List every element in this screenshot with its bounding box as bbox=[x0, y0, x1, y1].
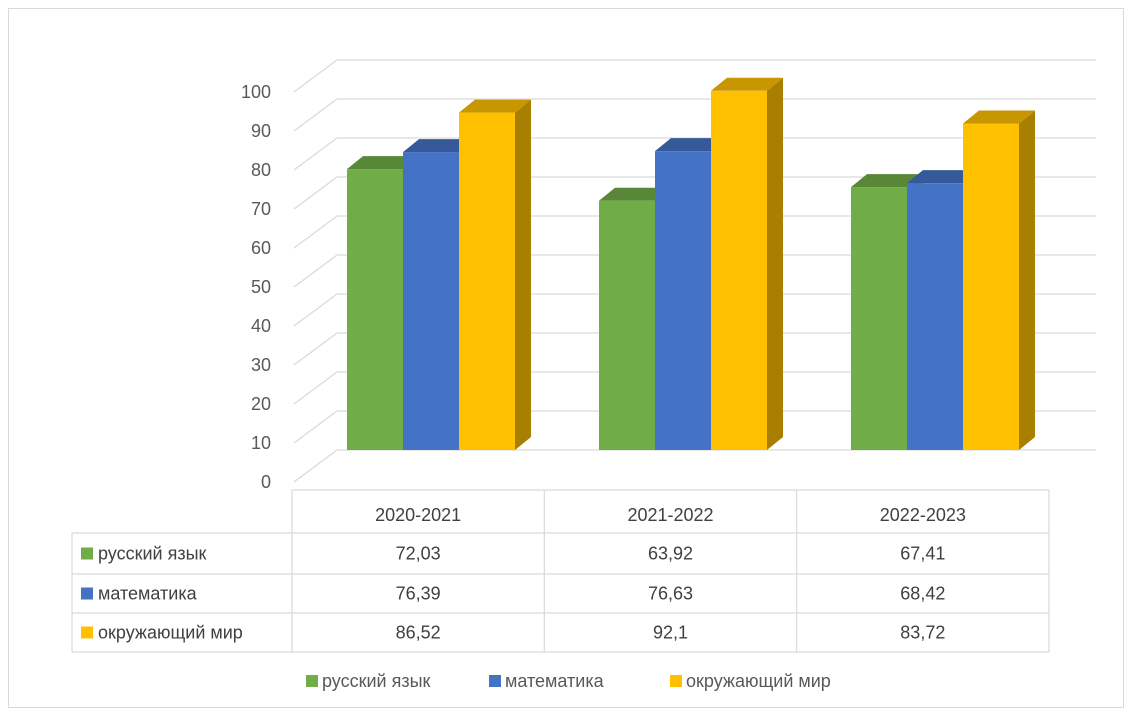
table-row-label: русский язык bbox=[98, 544, 207, 564]
y-tick-label: 30 bbox=[251, 355, 271, 375]
table-value-cell: 63,92 bbox=[648, 544, 693, 564]
bar-front bbox=[851, 187, 907, 450]
legend-item: окружающий мир bbox=[670, 671, 831, 691]
y-tick-label: 50 bbox=[251, 277, 271, 297]
table-header-cell: 2022-2023 bbox=[880, 505, 966, 525]
gridline bbox=[293, 254, 1096, 288]
y-tick-label: 70 bbox=[251, 199, 271, 219]
y-tick-label: 20 bbox=[251, 394, 271, 414]
table-value-cell: 72,03 bbox=[396, 544, 441, 564]
legend-label: математика bbox=[505, 671, 605, 691]
bar-top bbox=[403, 139, 475, 153]
gridline bbox=[293, 410, 1096, 444]
bar-top bbox=[459, 99, 531, 113]
table-header-cell: 2020-2021 bbox=[375, 505, 461, 525]
table-legend-key bbox=[81, 587, 93, 600]
bar-front bbox=[403, 152, 459, 451]
bar-top bbox=[347, 156, 419, 170]
bar-top bbox=[907, 170, 979, 184]
gridline bbox=[293, 332, 1096, 366]
y-tick-label: 60 bbox=[251, 238, 271, 258]
bar-top bbox=[963, 110, 1035, 124]
y-tick-label: 80 bbox=[251, 160, 271, 180]
legend-swatch bbox=[489, 675, 501, 687]
legend-swatch bbox=[306, 675, 318, 687]
table-value-cell: 76,63 bbox=[648, 584, 693, 604]
y-tick-label: 0 bbox=[261, 472, 271, 492]
bar-front bbox=[711, 90, 767, 450]
table-value-cell: 76,39 bbox=[396, 584, 441, 604]
legend-item: математика bbox=[489, 671, 605, 691]
legend-label: окружающий мир bbox=[686, 671, 831, 691]
bar-side bbox=[767, 77, 783, 450]
bar-front bbox=[599, 200, 655, 450]
gridline bbox=[293, 59, 1096, 93]
bar-front bbox=[459, 112, 515, 451]
chart-frame: 0 10 20 30 40 50 60 70 80 90 100 2020-2021 2021-202… bbox=[8, 8, 1124, 708]
table-value-cell: 67,41 bbox=[900, 544, 945, 564]
bar-front bbox=[963, 123, 1019, 450]
data-table: 2020-2021 2021-2022 2022-2023 русский язык 7… bbox=[71, 489, 1050, 653]
gridline bbox=[293, 293, 1096, 327]
bar bbox=[711, 77, 783, 450]
table-legend-key bbox=[81, 626, 93, 639]
gridline bbox=[293, 371, 1096, 405]
gridline bbox=[293, 449, 1096, 483]
gridline bbox=[293, 98, 1096, 132]
y-axis-labels: 0 10 20 30 40 50 60 70 80 90 100 bbox=[241, 82, 271, 492]
gridline bbox=[293, 176, 1096, 210]
bars bbox=[347, 77, 1035, 451]
floor-edge bbox=[293, 449, 1096, 483]
bar-top bbox=[599, 187, 671, 201]
chart: 0 10 20 30 40 50 60 70 80 90 100 2020-2021 2021-202… bbox=[71, 59, 1096, 691]
legend-label: русский язык bbox=[322, 671, 431, 691]
table-value-cell: 86,52 bbox=[396, 623, 441, 643]
bar-side bbox=[515, 99, 531, 451]
gridlines bbox=[293, 59, 1096, 483]
chart-walls bbox=[293, 449, 1096, 483]
bar bbox=[963, 110, 1035, 450]
bar-front bbox=[655, 151, 711, 450]
table-header-cell: 2021-2022 bbox=[627, 505, 713, 525]
bar-top bbox=[711, 77, 783, 91]
y-tick-label: 90 bbox=[251, 121, 271, 141]
legend: русский язык математика окружающий мир bbox=[306, 671, 831, 691]
table-value-cell: 92,1 bbox=[653, 623, 688, 643]
y-tick-label: 10 bbox=[251, 433, 271, 453]
table-row-label: окружающий мир bbox=[98, 623, 243, 643]
bar-top bbox=[655, 138, 727, 152]
bar bbox=[459, 99, 531, 451]
bar-front bbox=[907, 183, 963, 451]
table-row-label: математика bbox=[98, 584, 198, 604]
bar-front bbox=[347, 169, 403, 450]
table-value-cell: 68,42 bbox=[900, 584, 945, 604]
legend-item: русский язык bbox=[306, 671, 431, 691]
gridline bbox=[293, 137, 1096, 171]
legend-swatch bbox=[670, 675, 682, 687]
y-tick-label: 40 bbox=[251, 316, 271, 336]
bar-side bbox=[1019, 110, 1035, 450]
gridline bbox=[293, 215, 1096, 249]
table-legend-key bbox=[81, 547, 93, 560]
bar-top bbox=[851, 174, 923, 188]
table-value-cell: 83,72 bbox=[900, 623, 945, 643]
y-tick-label: 100 bbox=[241, 82, 271, 102]
